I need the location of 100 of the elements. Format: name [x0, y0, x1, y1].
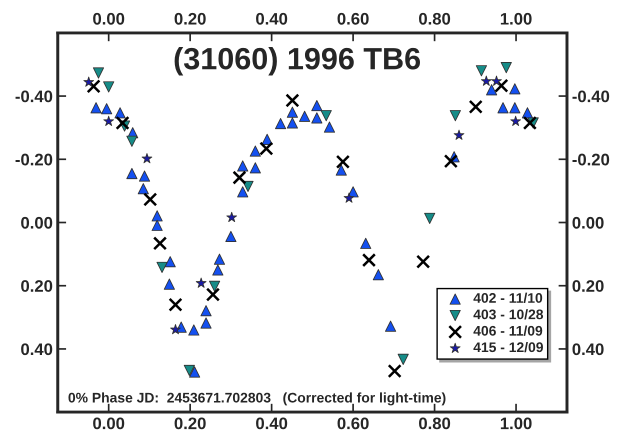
- point: [170, 324, 181, 334]
- point: [285, 93, 300, 108]
- point: [286, 117, 298, 129]
- point: [388, 364, 402, 378]
- chart-title: (31060) 1996 TB6: [174, 47, 420, 76]
- point: [152, 210, 163, 222]
- y-tick-label: -0.40: [16, 90, 52, 102]
- point: [509, 102, 520, 114]
- point: [299, 110, 310, 122]
- point: [138, 170, 150, 182]
- point: [103, 81, 114, 92]
- point: [115, 116, 130, 130]
- point: [385, 320, 396, 332]
- legend-label: 415 - 12/09: [473, 342, 543, 352]
- point: [336, 154, 350, 169]
- point: [188, 324, 200, 336]
- point: [480, 76, 492, 86]
- point: [101, 103, 112, 114]
- point: [196, 278, 206, 288]
- point: [311, 112, 322, 124]
- point: [126, 168, 138, 180]
- x2-tick-label: 0.00: [93, 12, 124, 25]
- point: [444, 154, 458, 168]
- point: [209, 280, 220, 292]
- point: [143, 192, 158, 206]
- point: [206, 288, 220, 302]
- point: [103, 116, 114, 126]
- x-tick-label: 0.80: [419, 417, 450, 430]
- y-tick-label: 0.20: [21, 280, 52, 292]
- point: [232, 170, 247, 185]
- x-tick-label: 0.20: [174, 417, 206, 430]
- point: [225, 230, 236, 242]
- x-tick-label: 0.60: [338, 417, 369, 430]
- point: [92, 67, 104, 79]
- point: [200, 317, 212, 329]
- point: [450, 110, 461, 122]
- point: [497, 102, 509, 114]
- point: [286, 106, 298, 118]
- point: [142, 153, 152, 164]
- point: [324, 121, 336, 133]
- point: [320, 110, 332, 122]
- point: [90, 102, 102, 114]
- point: [372, 269, 384, 280]
- point: [237, 186, 248, 198]
- point: [86, 79, 101, 94]
- legend-label: 406 - 11/09: [473, 326, 542, 336]
- y2-tick-label: -0.20: [572, 154, 610, 166]
- point: [494, 78, 508, 93]
- y-tick-label: 0.00: [21, 216, 52, 229]
- y2-tick-label: -0.40: [572, 90, 610, 102]
- y-tick-label: 0.40: [21, 343, 52, 356]
- point: [510, 116, 521, 126]
- point: [164, 278, 175, 290]
- point: [152, 236, 168, 250]
- point: [491, 76, 502, 86]
- x2-tick-label: 0.60: [338, 12, 369, 25]
- x-tick-label: 0.00: [93, 417, 124, 430]
- x2-tick-label: 1.00: [500, 12, 532, 25]
- y2-tick-label: 0.20: [572, 280, 604, 292]
- point: [126, 136, 138, 147]
- point: [184, 364, 195, 376]
- point: [226, 212, 238, 222]
- point: [344, 192, 354, 203]
- point: [476, 65, 487, 76]
- point: [362, 253, 376, 268]
- x-tick-label: 1.00: [500, 417, 532, 430]
- legend-label: 402 - 11/10: [473, 292, 542, 304]
- y-tick-label: -0.20: [16, 154, 52, 166]
- x2-tick-label: 0.20: [174, 12, 206, 25]
- point: [237, 160, 248, 172]
- point: [454, 130, 464, 140]
- point: [509, 83, 520, 94]
- point: [424, 212, 436, 224]
- point: [311, 100, 322, 112]
- point: [259, 141, 274, 156]
- point: [114, 107, 126, 118]
- point: [164, 256, 176, 268]
- point: [200, 305, 212, 316]
- point: [250, 146, 261, 157]
- x2-tick-label: 0.40: [256, 12, 288, 25]
- y2-tick-label: 0.00: [572, 216, 604, 229]
- point: [156, 262, 168, 273]
- point: [522, 116, 537, 130]
- point: [275, 118, 286, 130]
- point: [214, 254, 226, 265]
- legend-label: 403 - 10/28: [473, 309, 544, 320]
- point: [189, 366, 200, 378]
- point: [468, 100, 483, 114]
- point: [83, 76, 94, 87]
- point: [336, 164, 347, 176]
- point: [486, 84, 498, 96]
- point: [168, 298, 183, 312]
- point: [416, 254, 430, 269]
- point: [500, 62, 512, 74]
- point: [152, 220, 163, 231]
- point: [250, 162, 261, 174]
- point: [360, 238, 372, 249]
- point: [212, 264, 224, 276]
- point: [398, 354, 409, 365]
- point: [138, 183, 149, 194]
